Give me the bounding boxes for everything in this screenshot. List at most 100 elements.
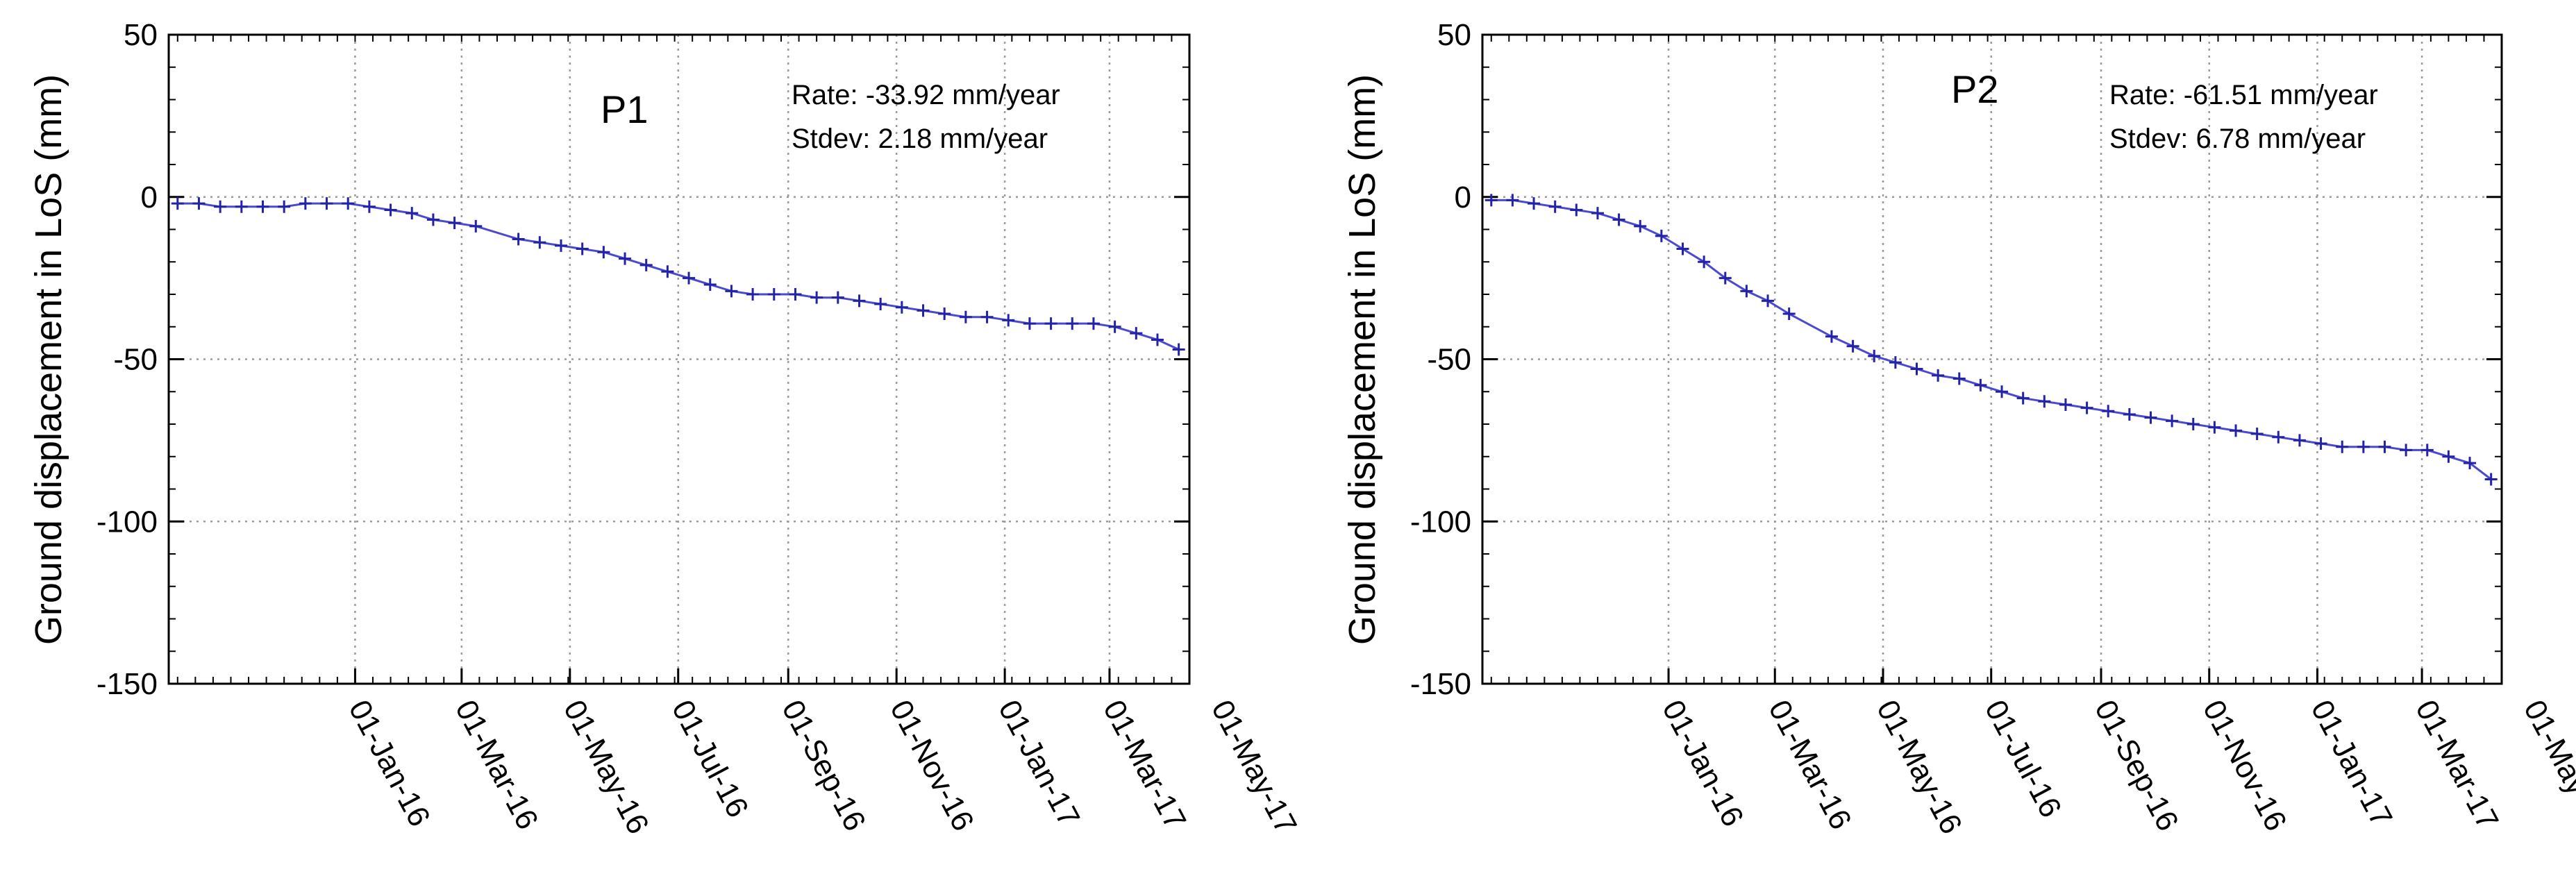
data-point	[831, 291, 844, 304]
data-point	[1087, 317, 1100, 330]
rate-annotation-p1: Rate: -33.92 mm/year	[792, 80, 1060, 110]
x-tick-label: 01-Nov-16	[2196, 695, 2293, 836]
data-point	[2293, 434, 2306, 447]
x-tick-label: 01-Jan-16	[342, 695, 437, 832]
y-tick-label: -100	[97, 505, 158, 539]
stdev-annotation-p1: Stdev: 2.18 mm/year	[792, 124, 1048, 154]
data-point	[2314, 437, 2327, 450]
data-point	[2336, 440, 2349, 453]
data-point	[1506, 194, 1519, 207]
data-point	[278, 200, 291, 213]
data-point	[299, 197, 312, 210]
data-point	[1846, 339, 1859, 353]
rate-annotation-p2: Rate: -61.51 mm/year	[2109, 80, 2378, 110]
data-point	[1782, 308, 1796, 321]
data-point	[171, 197, 184, 210]
data-point	[2272, 430, 2285, 444]
data-point	[1528, 197, 1541, 210]
data-point	[512, 233, 525, 246]
x-tick-label: 01-May-17	[2517, 695, 2576, 840]
y-tick-label: -50	[1427, 343, 1471, 377]
data-point	[597, 246, 610, 259]
y-tick-label: -100	[1410, 505, 1471, 539]
data-point	[2038, 395, 2051, 408]
x-tick-label: 01-Jul-16	[665, 695, 755, 823]
y-tick-label: -150	[97, 667, 158, 701]
data-point	[1974, 378, 1987, 391]
y-axis-label-p1: Ground displacement in LoS (mm)	[28, 74, 69, 645]
data-point	[1762, 294, 1775, 308]
y-tick-label: 50	[124, 18, 158, 52]
data-point	[1570, 203, 1583, 217]
data-point	[1172, 343, 1185, 356]
data-point	[683, 271, 696, 285]
data-point	[1066, 317, 1079, 330]
data-point	[1825, 330, 1838, 343]
data-point	[746, 288, 760, 301]
data-point	[2186, 418, 2200, 430]
data-point	[1718, 271, 1732, 285]
data-point	[853, 294, 866, 308]
stdev-annotation-p2: Stdev: 6.78 mm/year	[2109, 124, 2366, 154]
y-tick-label: -50	[113, 343, 158, 377]
data-point	[469, 219, 483, 233]
data-point	[2166, 414, 2179, 428]
data-point	[256, 200, 269, 213]
data-point	[2250, 428, 2264, 441]
chart-p1: 500-50-100-150 01-Jan-16 01-Mar-16 01-May-…	[28, 18, 1303, 839]
data-point	[895, 301, 908, 314]
x-tick-label: 01-May-16	[1870, 695, 1968, 840]
y-tick-label: 0	[141, 180, 158, 214]
data-point	[2208, 421, 2221, 434]
data-point	[1151, 333, 1164, 346]
y-tick-label: -150	[1410, 667, 1471, 701]
chart-p2: 500-50-100-150 01-Jan-16 01-Mar-16 01-May-…	[1341, 18, 2576, 839]
data-point	[1002, 314, 1015, 327]
data-point	[1591, 207, 1604, 220]
data-point	[2080, 401, 2093, 414]
x-tick-label: 01-Sep-16	[2088, 695, 2185, 836]
data-point	[2400, 444, 2413, 457]
data-point	[1740, 285, 1753, 298]
data-point	[235, 200, 248, 213]
x-tick-label: 01-Mar-16	[449, 695, 545, 835]
data-point	[1996, 385, 2009, 398]
data-point	[554, 239, 567, 252]
data-point	[1484, 194, 1498, 207]
data-point	[2464, 457, 2477, 470]
data-point	[1698, 255, 1711, 269]
data-point	[448, 217, 461, 230]
x-tick-label: 01-Nov-16	[883, 695, 980, 836]
data-point	[362, 200, 376, 213]
x-tick-label: 01-Jan-17	[2305, 695, 2399, 832]
data-point	[2357, 440, 2370, 453]
data-point	[1108, 320, 1121, 333]
data-point	[619, 252, 632, 265]
data-point	[2378, 440, 2391, 453]
panel-title-p2: P2	[1951, 67, 1999, 111]
data-point	[1612, 213, 1625, 226]
data-point	[789, 288, 802, 301]
x-tick-label: 01-Jan-16	[1655, 695, 1750, 832]
data-point	[1548, 200, 1562, 213]
x-tick-label: 01-May-16	[557, 695, 655, 840]
data-point	[639, 258, 653, 271]
x-tick-label: 01-Mar-17	[1096, 695, 1193, 835]
data-point	[1023, 317, 1036, 330]
data-point	[342, 197, 355, 210]
data-point	[874, 298, 887, 311]
data-point	[703, 278, 717, 291]
data-point	[1932, 369, 1945, 382]
data-point	[1634, 219, 1647, 233]
data-point	[661, 265, 674, 278]
x-tick-label: 01-Mar-16	[1762, 695, 1858, 835]
data-point	[2102, 405, 2115, 418]
data-point	[1130, 327, 1143, 340]
data-point	[1676, 242, 1689, 255]
data-point	[2420, 444, 2434, 457]
data-point	[2144, 411, 2157, 424]
x-tick-label: 01-Jul-16	[1978, 695, 2068, 823]
data-point	[2016, 391, 2030, 405]
x-tick-label: 01-May-17	[1205, 695, 1303, 840]
